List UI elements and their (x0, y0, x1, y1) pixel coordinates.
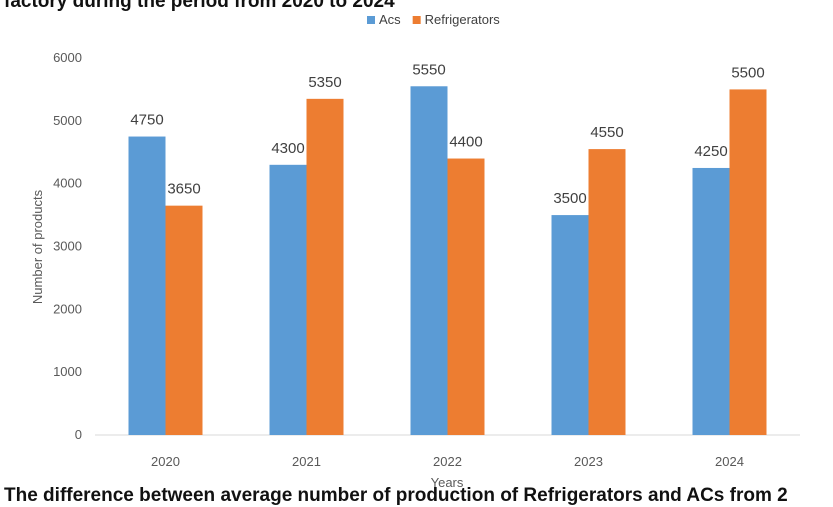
y-axis-ticks: 0 1000 2000 3000 4000 5000 6000 (53, 50, 82, 442)
data-label: 5500 (731, 64, 764, 81)
bar-refrigerators-2021 (306, 98, 344, 435)
y-tick-label: 4000 (53, 176, 82, 191)
x-tick-label: 2022 (433, 454, 462, 469)
bar-acs-2023 (551, 215, 589, 435)
data-label: 4250 (694, 143, 727, 160)
x-axis-title: Years (431, 475, 464, 490)
y-tick-label: 5000 (53, 113, 82, 128)
legend-label-acs: Acs (379, 12, 401, 27)
y-tick-label: 1000 (53, 364, 82, 379)
chart-legend: Acs Refrigerators (367, 12, 500, 27)
x-tick-label: 2023 (574, 454, 603, 469)
bar-refrigerators-2024 (729, 89, 767, 436)
bar-refrigerators-2020 (165, 205, 203, 435)
y-tick-label: 2000 (53, 301, 82, 316)
legend-label-refrigerators: Refrigerators (425, 12, 501, 27)
data-label: 4750 (130, 112, 163, 129)
legend-swatch-refrigerators (412, 16, 421, 24)
bar-series: 4750 3650 4300 5350 5550 4400 3500 4550 4250 5500 (128, 61, 767, 436)
data-label: 4300 (271, 140, 304, 157)
bar-acs-2022 (410, 86, 448, 436)
x-tick-label: 2021 (292, 454, 321, 469)
top-caption-text: factory during the period from 2020 to 2… (4, 0, 395, 12)
data-label: 4550 (590, 124, 623, 141)
data-label: 3650 (167, 181, 200, 198)
legend-swatch-acs (367, 16, 375, 24)
y-tick-label: 3000 (53, 239, 82, 254)
data-label: 5550 (412, 61, 445, 78)
data-label: 5350 (308, 74, 341, 91)
y-tick-label: 0 (75, 427, 82, 442)
bar-acs-2021 (269, 164, 307, 436)
y-axis-title: Number of products (30, 189, 45, 304)
bottom-caption-text: The difference between average number of… (4, 485, 788, 506)
bar-acs-2020 (128, 136, 166, 435)
bar-refrigerators-2022 (447, 158, 485, 436)
x-tick-label: 2020 (151, 454, 180, 469)
x-tick-label: 2024 (715, 454, 744, 469)
data-label: 3500 (553, 190, 586, 207)
bar-refrigerators-2023 (588, 149, 626, 435)
y-tick-label: 6000 (53, 50, 82, 65)
x-axis-ticks: 2020 2021 2022 2023 2024 (151, 454, 744, 469)
bar-acs-2024 (692, 167, 730, 436)
data-label: 4400 (449, 134, 482, 151)
